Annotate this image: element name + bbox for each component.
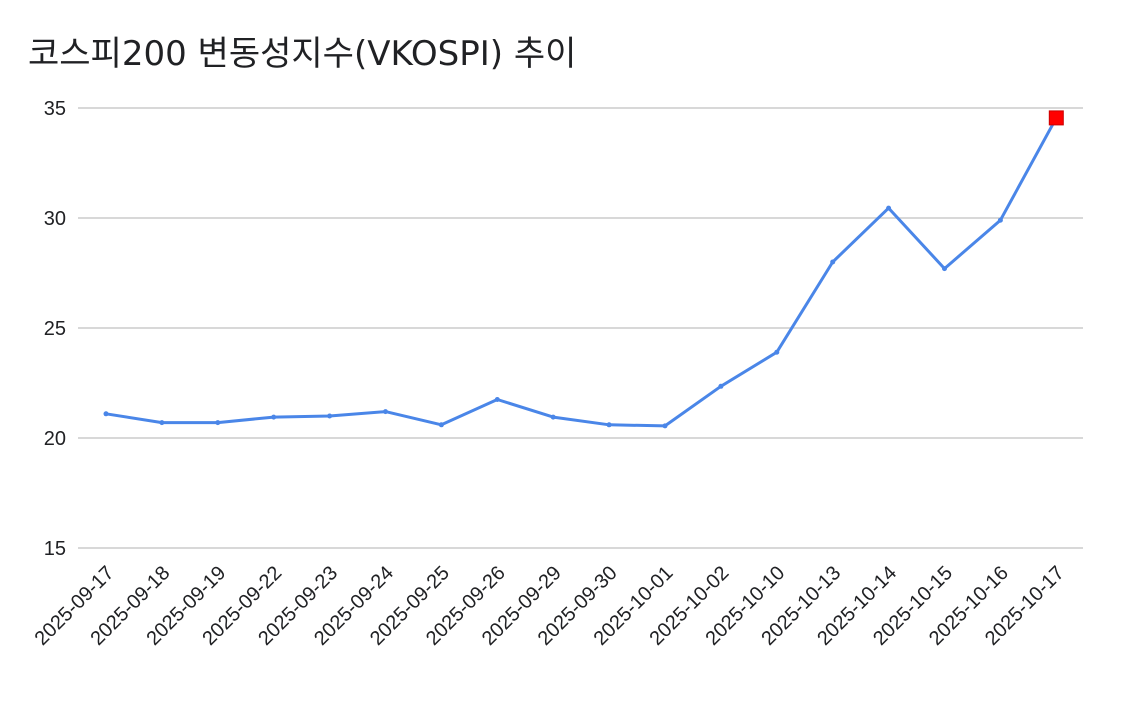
y-axis-ticks: 15 20 25 30 35 — [44, 98, 66, 560]
data-point — [215, 420, 221, 426]
data-point — [942, 266, 947, 272]
data-point — [718, 383, 724, 389]
data-point — [271, 414, 277, 420]
data-point — [606, 422, 612, 428]
y-tick-label: 15 — [44, 538, 66, 560]
data-point — [774, 349, 780, 355]
data-point — [327, 413, 333, 419]
data-point — [550, 414, 556, 420]
data-point — [103, 411, 109, 417]
data-point — [997, 217, 1003, 223]
series-line — [105, 117, 1058, 428]
y-tick-label: 35 — [44, 98, 66, 120]
gridlines — [78, 107, 1083, 549]
series — [103, 110, 1064, 429]
data-point — [383, 409, 388, 415]
data-point — [494, 397, 500, 402]
data-point-latest — [1048, 110, 1064, 126]
data-point — [438, 422, 444, 428]
data-point — [830, 259, 836, 265]
chart-title: 코스피200 변동성지수(VKOSPI) 추이 — [28, 34, 577, 74]
y-tick-label: 30 — [44, 208, 66, 230]
data-point — [662, 423, 668, 429]
data-point — [886, 205, 892, 211]
y-tick-label: 25 — [44, 318, 66, 340]
x-axis-ticks: 2025-09-172025-09-182025-09-192025-09-22… — [31, 562, 1069, 650]
data-point — [159, 420, 165, 426]
y-tick-label: 20 — [44, 428, 66, 450]
